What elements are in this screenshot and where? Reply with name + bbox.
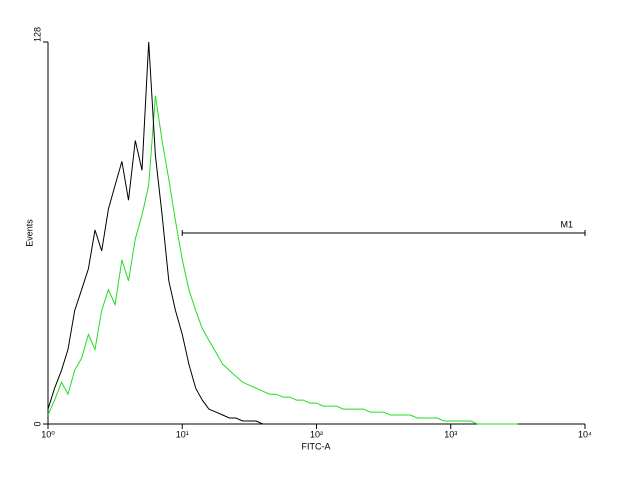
series-line: [47, 41, 277, 425]
series-line: [47, 95, 518, 425]
x-axis-label: FITC-A: [302, 441, 331, 451]
y-axis-label: Events: [24, 219, 34, 247]
x-tick-label: 10³: [444, 429, 457, 439]
x-tick-label: 10²: [310, 429, 323, 439]
y-tick-label: 0: [32, 421, 42, 426]
x-tick-label: 10⁰: [41, 429, 55, 439]
x-tick-label: 10¹: [176, 429, 189, 439]
x-tick-label: 10⁴: [578, 429, 592, 439]
y-tick-label: 128: [32, 27, 42, 42]
marker-label: M1: [560, 219, 573, 229]
